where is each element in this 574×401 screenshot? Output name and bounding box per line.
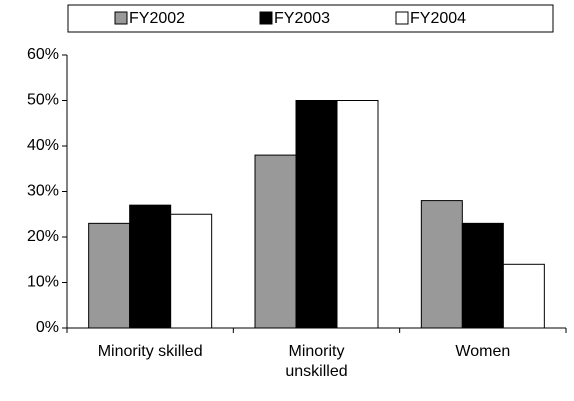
bar	[88, 222, 131, 329]
legend-label: FY2004	[410, 10, 466, 27]
y-tick-label: 20%	[27, 228, 59, 245]
y-tick-label: 40%	[27, 137, 59, 154]
legend-box	[67, 4, 554, 33]
bar	[461, 222, 504, 329]
bar	[420, 200, 463, 329]
bar	[129, 204, 172, 329]
x-tick-label: Minority skilled	[97, 343, 203, 360]
legend-label: FY2002	[129, 10, 185, 27]
x-tick-label: Women	[455, 343, 511, 360]
bar	[295, 100, 338, 329]
bar	[502, 263, 545, 329]
x-tick-label: Minority unskilled	[285, 343, 348, 380]
bar	[254, 154, 297, 329]
y-tick-label: 30%	[27, 183, 59, 200]
bar	[170, 213, 213, 329]
legend-swatch	[114, 11, 128, 25]
y-tick-label: 60%	[27, 46, 59, 63]
bar	[336, 100, 379, 329]
legend-swatch	[259, 11, 273, 25]
y-tick-label: 10%	[27, 274, 59, 291]
legend-label: FY2003	[274, 10, 330, 27]
y-tick-label: 50%	[27, 92, 59, 109]
legend-swatch	[395, 11, 409, 25]
y-tick-label: 0%	[36, 319, 59, 336]
